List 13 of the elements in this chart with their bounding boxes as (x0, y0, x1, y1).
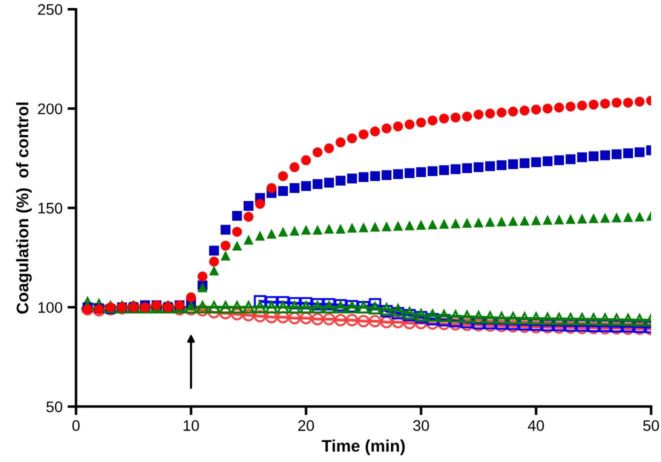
x-tick-label: 40 (528, 420, 544, 431)
y-tick-label: 100 (38, 302, 62, 313)
y-tick-label: 50 (46, 401, 62, 412)
x-tick-label: 0 (72, 420, 80, 431)
y-axis-title: Coagulation (%) of control (16, 102, 32, 314)
x-axis-title: Time (min) (322, 440, 405, 456)
y-tick-label: 250 (38, 4, 62, 15)
x-tick-label: 50 (643, 420, 659, 431)
y-tick-label: 150 (38, 202, 62, 214)
x-tick-label: 20 (298, 420, 314, 431)
y-tick-label: 200 (38, 103, 62, 114)
x-tick-label: 30 (413, 420, 429, 431)
x-tick-label: 10 (184, 420, 199, 431)
